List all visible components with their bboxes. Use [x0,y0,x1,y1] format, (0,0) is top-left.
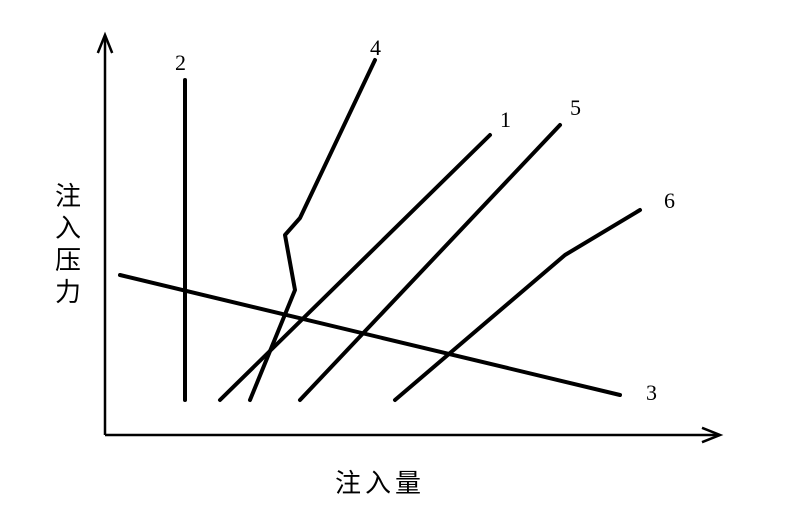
chart-container: 1 2 3 4 5 6 注入压力注入量 [0,0,788,522]
y-axis-label-char: 力 [55,278,81,307]
data-line-5 [300,125,560,400]
y-axis-label-char: 压 [55,246,81,275]
line-label-1: 1 [500,107,511,132]
data-lines [120,60,640,400]
x-axis-label: 注入量 [335,469,425,498]
line-label-5: 5 [570,95,581,120]
data-line-4 [250,60,375,400]
line-label-4: 4 [370,35,381,60]
axis-labels: 注入压力注入量 [55,182,425,498]
chart-svg: 1 2 3 4 5 6 注入压力注入量 [0,0,788,522]
y-axis-label-char: 注 [55,182,81,211]
data-line-1 [220,135,490,400]
axes [98,35,720,442]
line-label-3: 3 [646,380,657,405]
line-label-2: 2 [175,50,186,75]
y-axis-label-char: 入 [55,214,81,243]
data-line-3 [120,275,620,395]
line-label-6: 6 [664,188,675,213]
